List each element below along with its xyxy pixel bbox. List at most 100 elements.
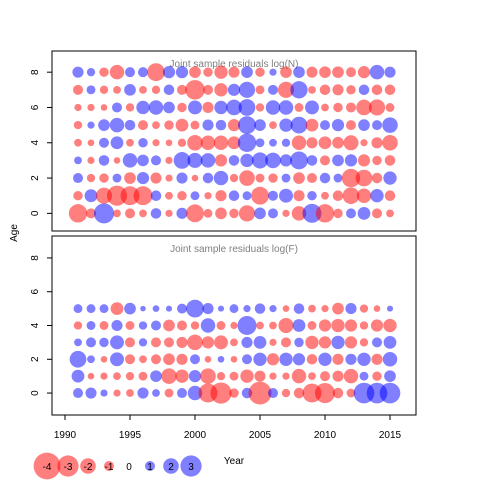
- bubble-1997-age-0: [150, 208, 162, 219]
- legend-label: 2: [168, 462, 174, 473]
- bubble-2010-age-0: [314, 383, 336, 404]
- bubble-2012-age-8: [346, 67, 356, 78]
- bubble-2009-age-1: [308, 372, 316, 381]
- bubble-1991-age-0: [73, 388, 83, 399]
- bubble-2013-age-4: [359, 321, 369, 330]
- legend-bubble: [104, 461, 114, 471]
- bubble-2006-age-4: [269, 321, 277, 330]
- bubble-1998-age-8: [162, 66, 176, 79]
- bubble-2013-age-5: [358, 119, 370, 131]
- bubble-2003-age-0: [229, 208, 239, 219]
- panel-title: Joint sample residuals log(F): [170, 244, 298, 255]
- bubble-2010-age-2: [318, 352, 332, 366]
- bubble-2015-age-4: [382, 134, 398, 151]
- bubble-2012-age-0: [346, 208, 356, 219]
- bubble-2007-age-3: [281, 337, 291, 348]
- bubble-2014-age-3: [372, 155, 382, 166]
- bubble-2005-age-5: [254, 303, 266, 314]
- panel-frame: [51, 50, 417, 232]
- bubble-1995-age-8: [125, 67, 135, 78]
- bubble-2011-age-3: [332, 154, 344, 167]
- bubble-2010-age-3: [320, 155, 330, 166]
- x-tick-label: 2000: [184, 430, 207, 441]
- bubble-1991-age-2: [69, 350, 87, 368]
- bubble-2000-age-8: [189, 66, 201, 79]
- bubble-1999-age-8: [175, 66, 189, 79]
- bubble-2006-age-1: [268, 190, 278, 201]
- y-tick-label: 2: [30, 356, 41, 362]
- bubble-2005-age-5: [254, 119, 266, 131]
- bubble-2013-age-5: [359, 304, 369, 313]
- bubble-2015-age-1: [384, 370, 396, 383]
- bubble-2013-age-7: [358, 84, 370, 96]
- bubble-1991-age-5: [73, 304, 83, 314]
- bubble-1993-age-2: [100, 355, 108, 363]
- bubble-2011-age-8: [332, 66, 344, 79]
- bubble-2004-age-6: [238, 99, 256, 116]
- bubble-1999-age-3: [176, 336, 188, 348]
- bubble-2003-age-0: [229, 388, 239, 398]
- bubble-1996-age-0: [139, 209, 147, 218]
- bubble-1997-age-3: [151, 337, 161, 348]
- bubble-2013-age-3: [359, 338, 369, 347]
- bubble-2015-age-7: [384, 84, 396, 96]
- bubble-1996-age-2: [139, 355, 147, 364]
- bubble-1999-age-2: [176, 353, 188, 365]
- bubble-2006-age-0: [268, 208, 278, 219]
- bubble-2013-age-0: [357, 206, 371, 220]
- bubble-2002-age-1: [215, 190, 227, 202]
- bubble-1991-age-3: [74, 338, 82, 347]
- bubble-2009-age-3: [306, 155, 318, 166]
- legend-label: -4: [43, 462, 52, 473]
- bubble-2010-age-3: [318, 336, 332, 349]
- bubble-2007-age-2: [281, 173, 291, 183]
- bubble-2014-age-5: [373, 305, 381, 312]
- legend-label: -1: [105, 462, 114, 473]
- legend-label: 0: [126, 462, 132, 473]
- bubble-2006-age-8: [269, 68, 277, 76]
- legend-label: -3: [64, 462, 73, 473]
- bubble-1993-age-4: [99, 321, 109, 330]
- legend-bubble: [80, 458, 96, 474]
- bubble-2001-age-7: [203, 84, 213, 95]
- bubble-2006-age-4: [269, 138, 277, 147]
- bubble-2014-age-3: [372, 337, 382, 348]
- bubble-1992-age-1: [87, 372, 95, 380]
- bubble-2004-age-5: [238, 116, 256, 135]
- bubble-1992-age-0: [85, 387, 97, 399]
- bubble-2004-age-3: [240, 153, 254, 168]
- bubble-2004-age-3: [241, 336, 253, 348]
- bubble-2003-age-5: [229, 304, 239, 314]
- bubble-2009-age-2: [306, 353, 318, 365]
- bubble-1993-age-0: [93, 203, 115, 224]
- bubble-1997-age-3: [151, 155, 161, 166]
- bubble-2015-age-8: [384, 66, 396, 78]
- bubble-2005-age-1: [251, 186, 269, 205]
- bubble-1998-age-4: [163, 319, 175, 332]
- bubble-2008-age-8: [293, 66, 305, 79]
- bubble-2007-age-4: [278, 317, 294, 334]
- bubble-1998-age-6: [163, 101, 175, 114]
- bubble-2001-age-3: [201, 336, 215, 349]
- bubble-1994-age-1: [113, 372, 121, 381]
- y-tick-label: 4: [30, 322, 41, 328]
- bubble-1992-age-7: [86, 85, 96, 95]
- bubble-2009-age-0: [302, 203, 322, 223]
- bubble-2005-age-2: [255, 173, 265, 183]
- bubble-2008-age-2: [292, 353, 306, 366]
- bubble-2011-age-5: [332, 302, 344, 315]
- bubble-1997-age-7: [151, 85, 161, 94]
- bubble-2000-age-0: [186, 204, 204, 223]
- bubble-1998-age-3: [165, 156, 173, 165]
- bubble-2013-age-2: [357, 352, 371, 366]
- bubble-1991-age-5: [73, 120, 83, 130]
- bubble-2002-age-5: [215, 119, 227, 131]
- bubble-1994-age-7: [113, 85, 121, 94]
- bubble-2005-age-0: [254, 207, 266, 220]
- bubble-2014-age-4: [370, 319, 384, 332]
- bubble-2005-age-8: [255, 67, 265, 77]
- y-tick-label: 0: [30, 210, 41, 216]
- bubble-2015-age-0: [386, 209, 394, 218]
- bubble-1991-age-0: [68, 204, 88, 223]
